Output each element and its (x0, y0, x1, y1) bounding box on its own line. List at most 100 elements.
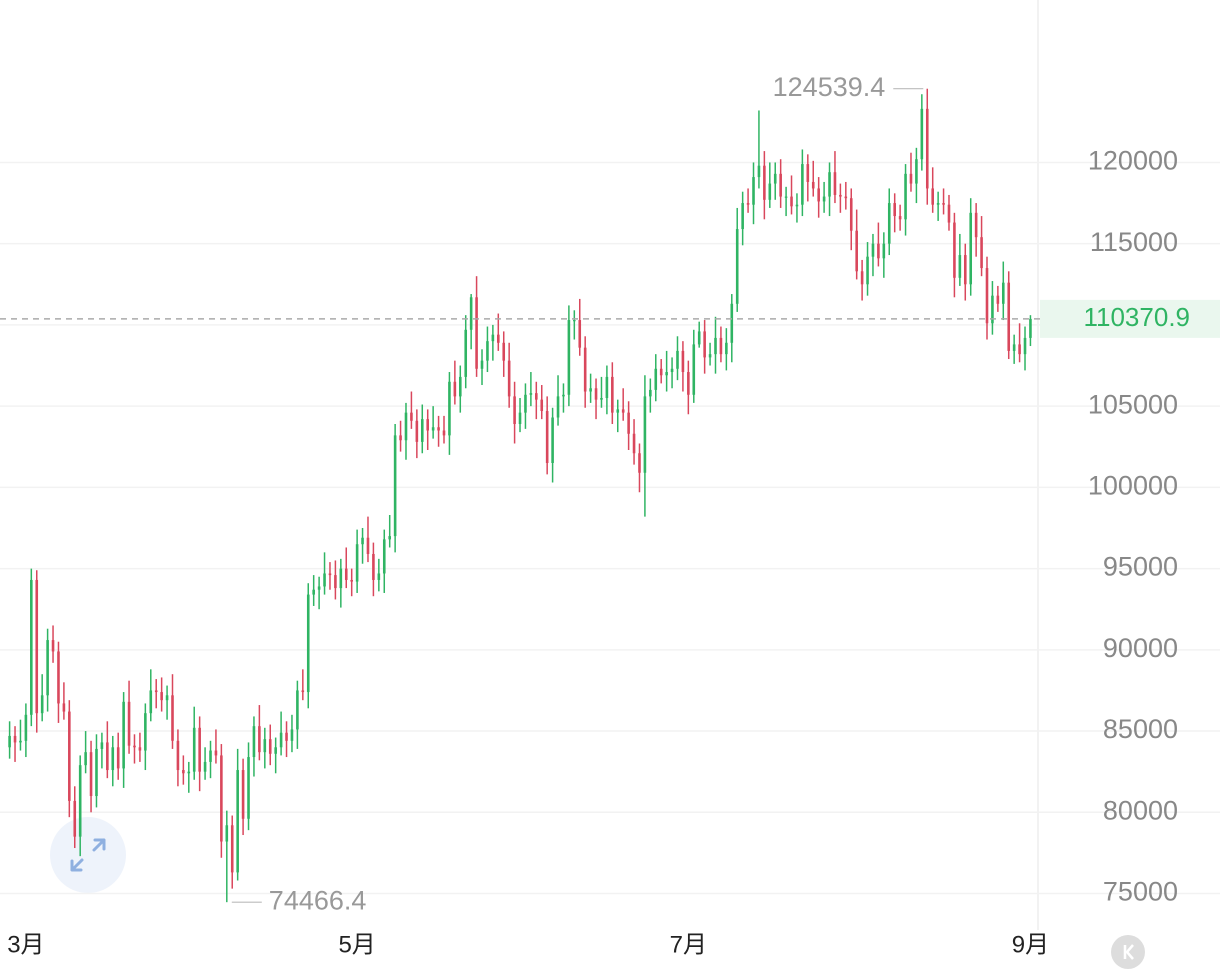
candle-body (725, 342, 728, 355)
candle-body (122, 701, 125, 769)
candle-body (545, 411, 549, 463)
x-tick-label: 3月 (7, 931, 44, 958)
expand-icon[interactable] (70, 838, 106, 872)
candle-body (171, 695, 174, 741)
candle-body (757, 165, 761, 178)
expand-button[interactable] (50, 817, 126, 893)
collapse-icon[interactable] (1123, 944, 1134, 960)
candle-body (947, 204, 951, 223)
candle-body (388, 536, 391, 540)
candle-body (594, 388, 598, 400)
candle-body (551, 417, 554, 463)
y-tick-label: 115000 (1090, 227, 1178, 257)
candle-body (350, 579, 353, 582)
candle-body (361, 537, 364, 545)
y-tick-label: 75000 (1103, 877, 1178, 907)
candle-body (290, 729, 294, 741)
candle-body (822, 196, 826, 202)
candle-body (616, 409, 620, 413)
candle-body (877, 243, 880, 259)
candle-body (507, 360, 511, 397)
candle-body (274, 747, 277, 754)
candle-body (464, 329, 468, 377)
candle-body (252, 726, 256, 758)
candle-body (611, 376, 614, 413)
candle-body (600, 398, 603, 400)
candle-body (904, 173, 907, 220)
candle-body (849, 198, 853, 231)
candle-body (241, 770, 245, 819)
candle-body (491, 334, 495, 342)
candle-body (1001, 282, 1005, 304)
candle-body (40, 695, 44, 714)
candle-body (220, 755, 223, 842)
candle-body (643, 396, 647, 473)
candle-body (437, 427, 440, 431)
last-price-box (1040, 299, 1220, 338)
candle-body (806, 164, 810, 182)
candle-body (773, 173, 777, 184)
candle-body (475, 297, 478, 369)
y-tick-label: 85000 (1103, 714, 1178, 744)
candle-body (665, 372, 668, 376)
candle-body (46, 640, 49, 696)
candle-body (480, 360, 484, 369)
candle-body (30, 579, 33, 715)
candle-body (486, 341, 489, 361)
candle-body (160, 692, 163, 701)
candle-body (138, 747, 142, 751)
candle-body (578, 320, 582, 348)
candle-body (306, 594, 310, 693)
candle-body (741, 203, 744, 230)
candle-body (719, 337, 723, 355)
y-tick-label: 80000 (1103, 795, 1178, 825)
candle-body (334, 575, 337, 589)
candle-body (811, 181, 815, 189)
candle-body (258, 726, 261, 753)
candle-body (790, 196, 793, 207)
candle-body (13, 735, 17, 743)
candle-body (100, 742, 104, 749)
candle-body (985, 268, 989, 324)
candle-body (209, 750, 212, 762)
expand-bg[interactable] (50, 817, 126, 893)
candle-body (708, 354, 712, 358)
candle-body (1007, 282, 1011, 351)
candle-body (323, 573, 326, 587)
candle-body (426, 419, 430, 431)
candle-body (415, 420, 419, 442)
candle-body (909, 173, 913, 184)
y-tick-label: 100000 (1088, 470, 1178, 500)
candle-body (621, 409, 625, 413)
candle-body (931, 188, 934, 205)
candle-body (225, 825, 229, 842)
candle-body (19, 740, 22, 743)
candle-body (1012, 344, 1016, 351)
candle-body (958, 255, 962, 278)
candle-body (68, 711, 71, 801)
candle-body (35, 579, 39, 714)
candle-body (589, 388, 592, 392)
min-label: 74466.4 (269, 885, 367, 915)
candle-body (866, 256, 869, 285)
candle-body (344, 568, 348, 580)
candle-body (431, 427, 435, 431)
y-tick-label: 90000 (1103, 633, 1178, 663)
candle-body (1023, 337, 1027, 355)
collapse-button[interactable] (1111, 935, 1145, 969)
candle-body (714, 337, 717, 355)
candle-body (692, 344, 696, 395)
candle-body (795, 204, 799, 207)
candle-body (936, 203, 940, 205)
candle-body (51, 640, 55, 652)
candle-body (198, 727, 201, 772)
candle-body (154, 690, 158, 693)
candle-body (687, 372, 690, 395)
x-tick-label: 5月 (338, 931, 375, 958)
candle-body (393, 435, 397, 537)
candle-body (833, 172, 837, 195)
max-label: 124539.4 (773, 72, 886, 102)
candle-body (583, 347, 587, 392)
candle-body (567, 320, 571, 395)
candle-body (355, 544, 359, 582)
